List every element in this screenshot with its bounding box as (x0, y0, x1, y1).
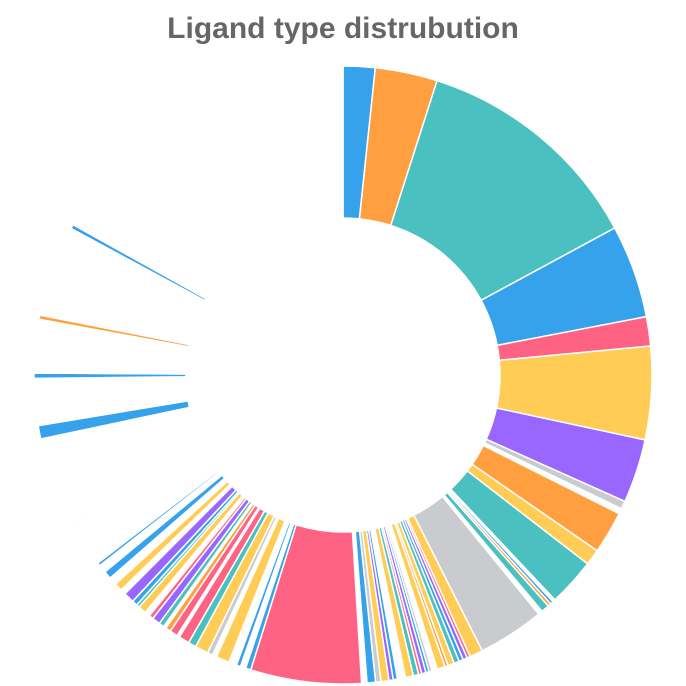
chart-title: Ligand type distrubution (167, 12, 519, 45)
slice (72, 65, 344, 300)
slice (390, 79, 616, 302)
slices (33, 65, 653, 685)
